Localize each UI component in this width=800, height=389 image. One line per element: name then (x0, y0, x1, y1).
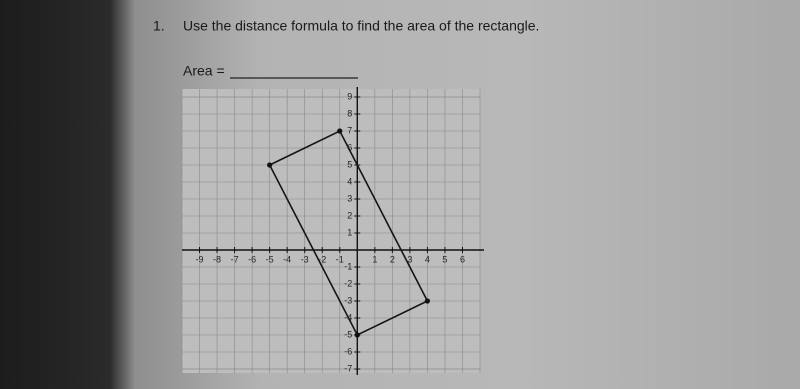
x-tick-label: -2 (318, 254, 326, 264)
x-tick-label: 6 (460, 254, 465, 264)
y-tick-label: -6 (344, 346, 352, 356)
question-number: 1. (153, 18, 165, 34)
y-tick-label: -7 (344, 363, 352, 373)
y-tick-label: -1 (344, 261, 352, 271)
y-tick-label: 7 (347, 125, 352, 135)
coordinate-plane: -9 -8 -7 -6 -5 -4 -3 -2 -1 1 2 3 4 5 6-7-6-5-4-3-2-112… (181, 87, 484, 375)
y-tick-label: 6 (347, 142, 352, 152)
answer-label: Area = (183, 63, 225, 79)
x-tick-label: 3 (407, 254, 412, 264)
x-tick-label: -9 (196, 254, 204, 264)
x-tick-label: 5 (442, 254, 447, 264)
vertex (267, 162, 273, 168)
x-tick-label: -7 (231, 254, 239, 264)
x-tick-label: 4 (425, 254, 430, 264)
x-tick-label: -1 (336, 254, 344, 264)
y-tick-label: -2 (344, 278, 352, 288)
x-tick-label: -4 (283, 254, 291, 264)
vertex (354, 332, 360, 338)
y-tick-label: 5 (347, 159, 352, 169)
vertex (424, 298, 431, 304)
vertex (337, 128, 343, 134)
y-tick-label: 1 (347, 227, 352, 237)
grid-paper (182, 89, 480, 373)
y-tick-label: 9 (347, 91, 352, 101)
y-tick-label: 4 (347, 176, 352, 186)
y-tick-label: -3 (344, 295, 352, 305)
x-tick-label: -3 (301, 254, 309, 264)
x-tick-label: 1 (372, 254, 377, 264)
y-tick-label: 2 (347, 210, 352, 220)
x-tick-label: -6 (248, 254, 256, 264)
x-tick-label: -5 (266, 254, 274, 264)
question-text: Use the distance formula to find the are… (183, 18, 539, 34)
x-tick-label: -8 (213, 254, 221, 264)
x-tick-label: 2 (390, 254, 395, 264)
y-tick-label: 3 (347, 193, 352, 203)
y-tick-label: -5 (344, 329, 352, 339)
y-tick-label: 8 (347, 108, 352, 118)
